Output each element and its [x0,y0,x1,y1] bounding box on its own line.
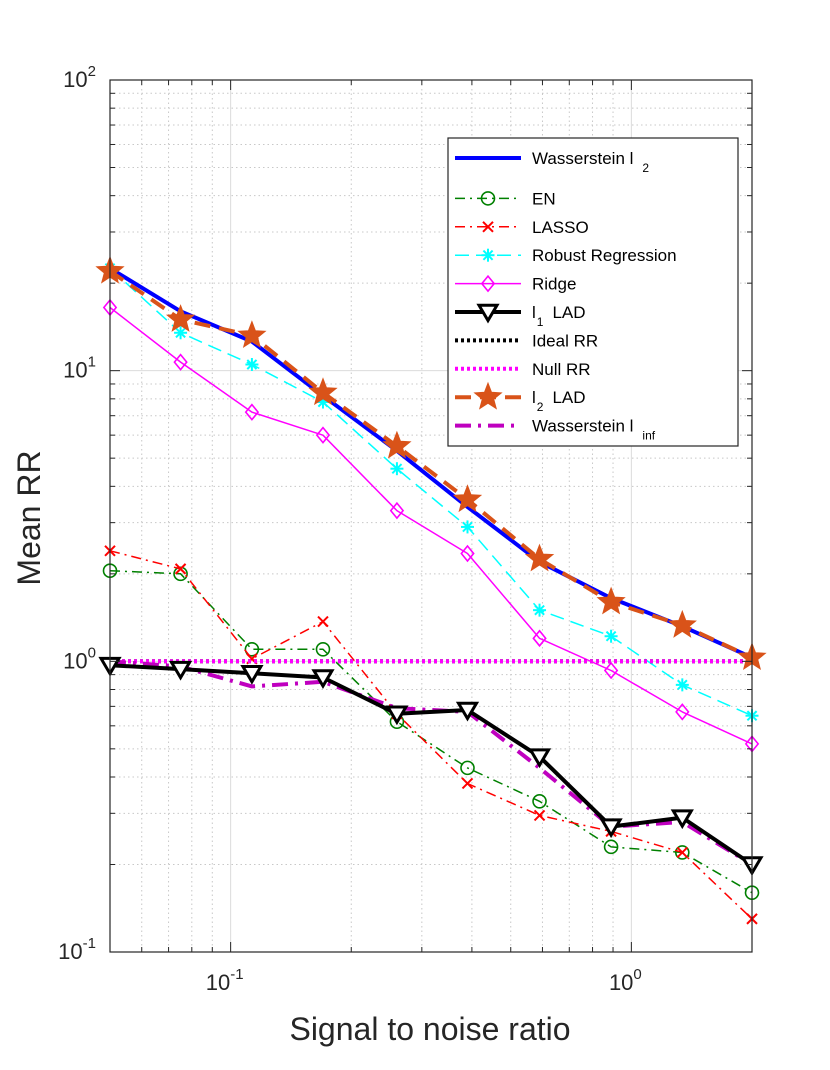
data-point [460,520,474,534]
data-point [385,705,409,726]
data-point [461,777,474,790]
series-1 [102,563,760,900]
data-point [675,703,690,721]
legend-label: Wasserstein l inf [532,417,656,443]
data-point [315,426,331,444]
data-point [599,818,623,839]
ticks: 10-1 100 10-1 100 101 102 [58,63,753,995]
series-line [108,266,753,660]
data-point [237,320,267,349]
legend-label: Null RR [532,360,591,379]
legend-item: Robust Regression [455,246,677,265]
legend: Wasserstein l 2 EN LASSO Robust Regression Ri… [447,137,739,447]
legend-label: Ridge [532,275,576,294]
data-point [532,629,547,648]
series-line [109,306,753,745]
legend-item: EN [455,189,556,208]
data-point [596,586,626,615]
legend-marker [476,303,500,324]
data-point [244,642,260,657]
data-point [390,462,404,476]
data-point [389,501,405,520]
data-point [604,629,618,643]
legend-item: Null RR [455,360,591,379]
data-point [452,484,483,513]
data-point [533,603,547,617]
data-point [455,701,480,722]
data-point [675,678,689,692]
series-line [109,659,754,867]
y-tick-label: 101 [63,354,96,383]
data-point [676,846,689,859]
legend-marker [481,248,495,262]
y-axis-title: Mean RR [11,450,47,585]
legend-item: Ridge [455,275,576,294]
data-point [603,661,619,680]
data-point [527,748,552,769]
y-tick-label: 10-1 [58,935,96,964]
data-point [603,839,619,855]
data-point [667,609,697,638]
data-point [533,809,546,822]
data-point [315,642,331,657]
legend-marker [473,381,503,410]
plot-frame [109,79,753,953]
y-tick-label: 102 [63,63,96,92]
legend-label: Robust Regression [532,246,677,265]
series-9 [109,659,754,867]
data-point [174,326,188,340]
data-point [317,615,329,628]
legend-item: Wasserstein l inf [455,417,656,443]
data-point [168,660,193,681]
data-point [382,430,412,459]
data-point [460,544,475,563]
legend-item: Ideal RR [455,331,598,350]
series-line [108,269,753,660]
legend-label: l2 LAD [532,388,586,414]
legend-label: l1 LAD [532,303,586,329]
data-point [308,377,338,406]
data-point [165,304,196,332]
x-axis-title: Signal to noise ratio [289,1011,570,1047]
data-point [524,543,555,572]
x-tick-label: 100 [609,966,642,995]
data-point [532,793,547,809]
series-line [109,663,754,867]
legend-marker [480,191,496,206]
data-point [670,809,694,830]
legend-item: l1 LAD [455,303,586,329]
data-point [311,669,335,689]
data-point [460,760,475,776]
data-point [240,664,264,685]
legend-marker [482,221,494,233]
data-point [245,358,259,372]
legend-label: Ideal RR [532,331,598,350]
data-point [174,563,187,575]
legend-label: LASSO [532,218,589,237]
data-point [173,353,188,371]
x-tick-label: 10-1 [206,966,244,995]
legend-marker [480,274,496,293]
data-point [675,845,690,860]
legend-item: l2 LAD [455,381,586,414]
legend-item: LASSO [455,218,589,237]
legend-label: EN [532,189,556,208]
y-tick-label: 100 [63,644,96,673]
data-point [244,403,260,421]
data-point [173,566,188,582]
series-0 [108,266,753,660]
